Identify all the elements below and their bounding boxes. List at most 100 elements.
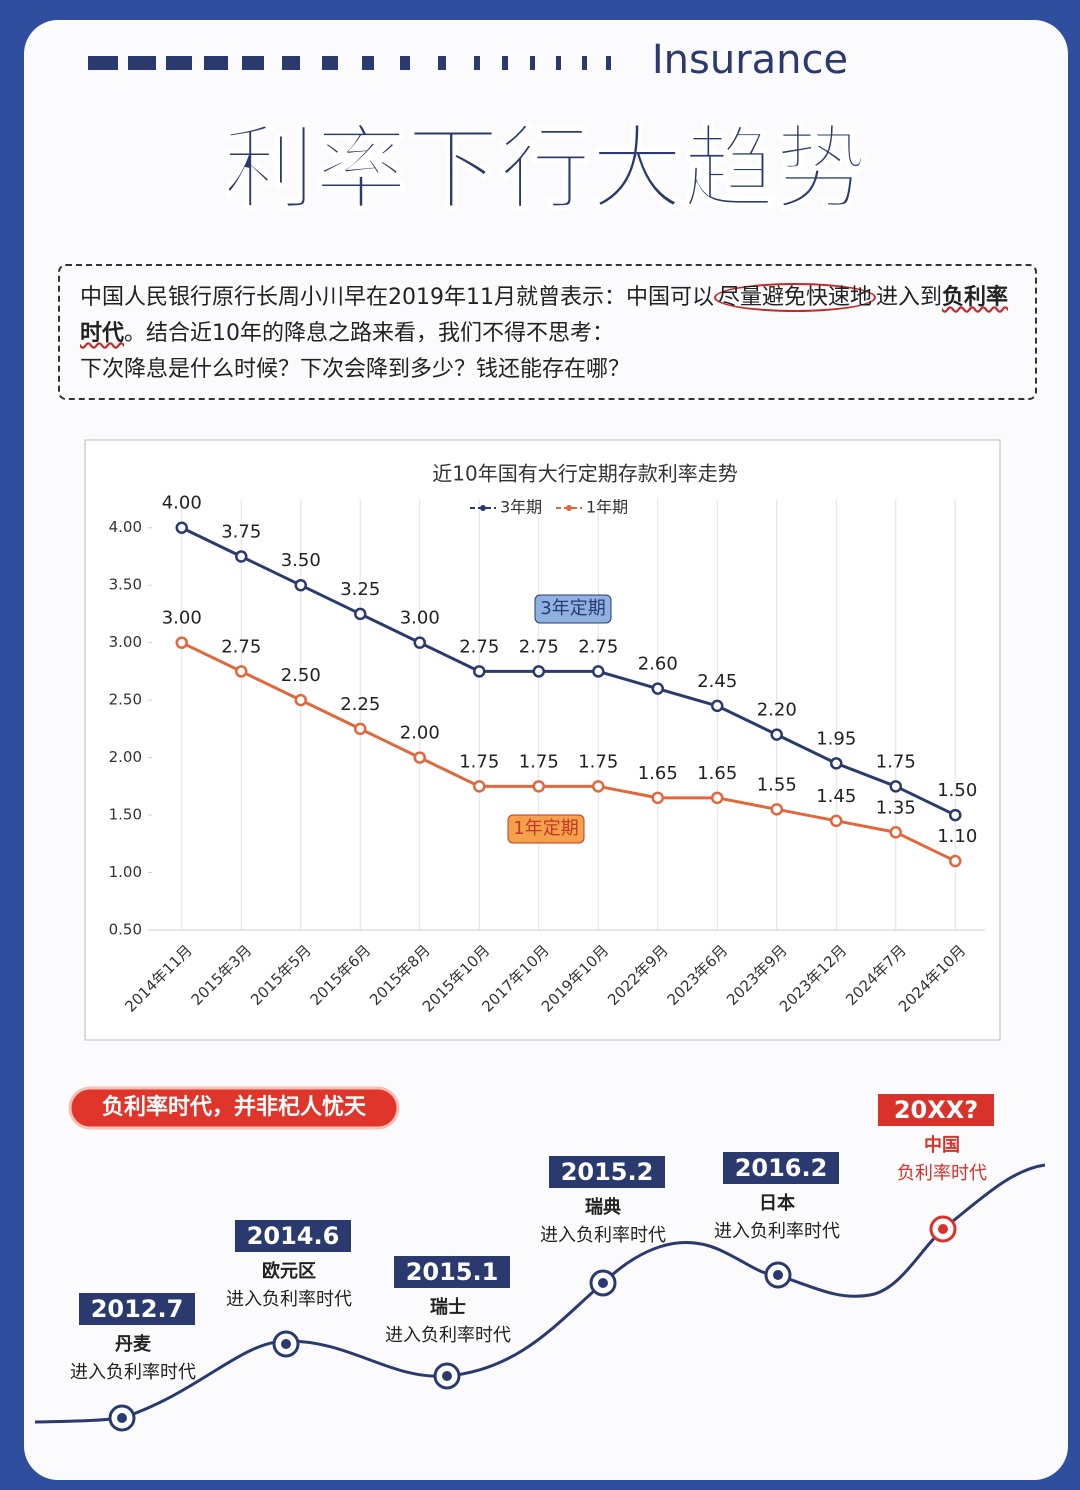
data-point [532,780,545,793]
date-box [878,1094,994,1126]
event-country: 瑞典 [585,1196,621,1218]
date-box [723,1152,839,1184]
timeline-node-dot [773,1270,783,1280]
y-tick-label: 4.00 [109,518,142,536]
annotation: 1年定期 [513,818,578,839]
data-point [830,757,843,770]
date-box [549,1156,665,1188]
timeline-node-dot [442,1371,452,1381]
event-text: 进入负利率时代 [70,1362,196,1383]
y-tick-label: 1.00 [109,863,142,881]
data-point [235,550,248,563]
annotation-box [534,594,612,624]
data-point [413,751,426,764]
event-date: 2012.7 [91,1295,184,1323]
event-text: 进入负利率时代 [540,1225,666,1246]
y-tick-label: 2.00 [109,748,142,766]
data-label: 1.75 [876,751,916,772]
event-country: 瑞士 [430,1297,466,1318]
event-country: 丹麦 [115,1333,152,1355]
data-label: 2.75 [459,636,499,657]
event-country: 中国 [924,1134,960,1156]
date-box [394,1256,510,1288]
banner-pill [68,1086,400,1130]
data-label: 2.45 [697,671,737,692]
data-point [473,780,486,793]
timeline-node-dot [938,1224,948,1234]
y-tick-label: 0.50 [109,921,142,939]
data-point [770,728,783,741]
timeline-node-dot [117,1413,127,1423]
event-date: 2016.2 [735,1154,828,1182]
legend-dot [566,505,572,511]
data-point [711,699,724,713]
data-label: 3.25 [340,579,380,600]
y-tick-label: 3.00 [109,633,142,651]
data-label: 3.75 [221,521,261,542]
data-label: 2.00 [400,723,440,744]
event-text: 进入负利率时代 [226,1289,352,1310]
data-label: 1.65 [697,763,737,784]
data-point [949,808,962,822]
intro-text: 中国人民银行原行长周小川早在2019年11月就曾表示：中国可以 [80,285,714,310]
data-label: 3.00 [400,608,440,629]
data-label: 2.20 [757,700,797,721]
data-label: 1.75 [459,751,499,772]
data-label: 2.75 [221,636,261,657]
data-point [175,636,188,649]
data-point [413,636,426,649]
event-text: 进入负利率时代 [714,1221,840,1242]
intro-text: 进入到 [876,285,943,310]
data-point [651,682,664,695]
data-point [235,665,248,678]
data-point [354,722,367,736]
event-text: 进入负利率时代 [385,1325,511,1346]
data-point [592,665,605,678]
dash-decoration [88,56,611,70]
data-label: 1.75 [578,751,618,772]
intro-questions: 下次降息是什么时候？下次会降到多少？钱还能存在哪？ [80,357,631,382]
date-box [79,1293,195,1325]
data-label: 1.35 [876,797,916,818]
data-label: 4.00 [162,493,202,514]
event-date: 2014.6 [247,1222,340,1250]
event-date: 2015.2 [561,1158,654,1186]
intro-highlight: 尽量避免快速地 [713,283,876,312]
y-tick-label: 3.50 [109,576,142,594]
chart-title: 近10年国有大行定期存款利率走势 [432,462,737,486]
legend-label: 3年期 [500,498,542,517]
data-point [889,826,902,839]
data-label: 1.50 [937,780,977,801]
data-label: 1.75 [519,751,559,772]
series-line [181,641,956,863]
series-line [181,526,956,817]
annotation: 3年定期 [540,598,605,619]
data-label: 1.10 [937,826,977,847]
data-label: 3.50 [281,550,321,571]
chart-frame [84,439,1001,1041]
data-point [532,665,545,678]
data-label: 2.60 [638,654,678,675]
legend-dot [480,505,486,511]
banner: 负利率时代，并非杞人忧天 [102,1094,367,1120]
data-point [473,665,486,678]
header-title: 利率下行大趋势 [223,115,867,222]
data-point [830,814,843,828]
data-label: 1.55 [757,774,797,795]
data-point [949,854,962,868]
intro-box: 中国人民银行原行长周小川早在2019年11月就曾表示：中国可以 尽量避免快速地 进入… [58,264,1037,400]
data-label: 2.75 [519,636,559,657]
y-tick-label: 1.50 [109,806,142,824]
event-country: 欧元区 [262,1260,316,1282]
data-label: 1.95 [816,728,856,749]
intro-emphasis: 负利率时代 [80,285,1009,346]
data-label: 2.25 [340,694,380,715]
data-point [889,780,902,793]
timeline-node-dot [281,1339,291,1349]
data-label: 1.45 [816,786,856,807]
data-point [354,607,367,621]
data-point [294,693,307,707]
event-date: 2015.1 [406,1258,499,1286]
